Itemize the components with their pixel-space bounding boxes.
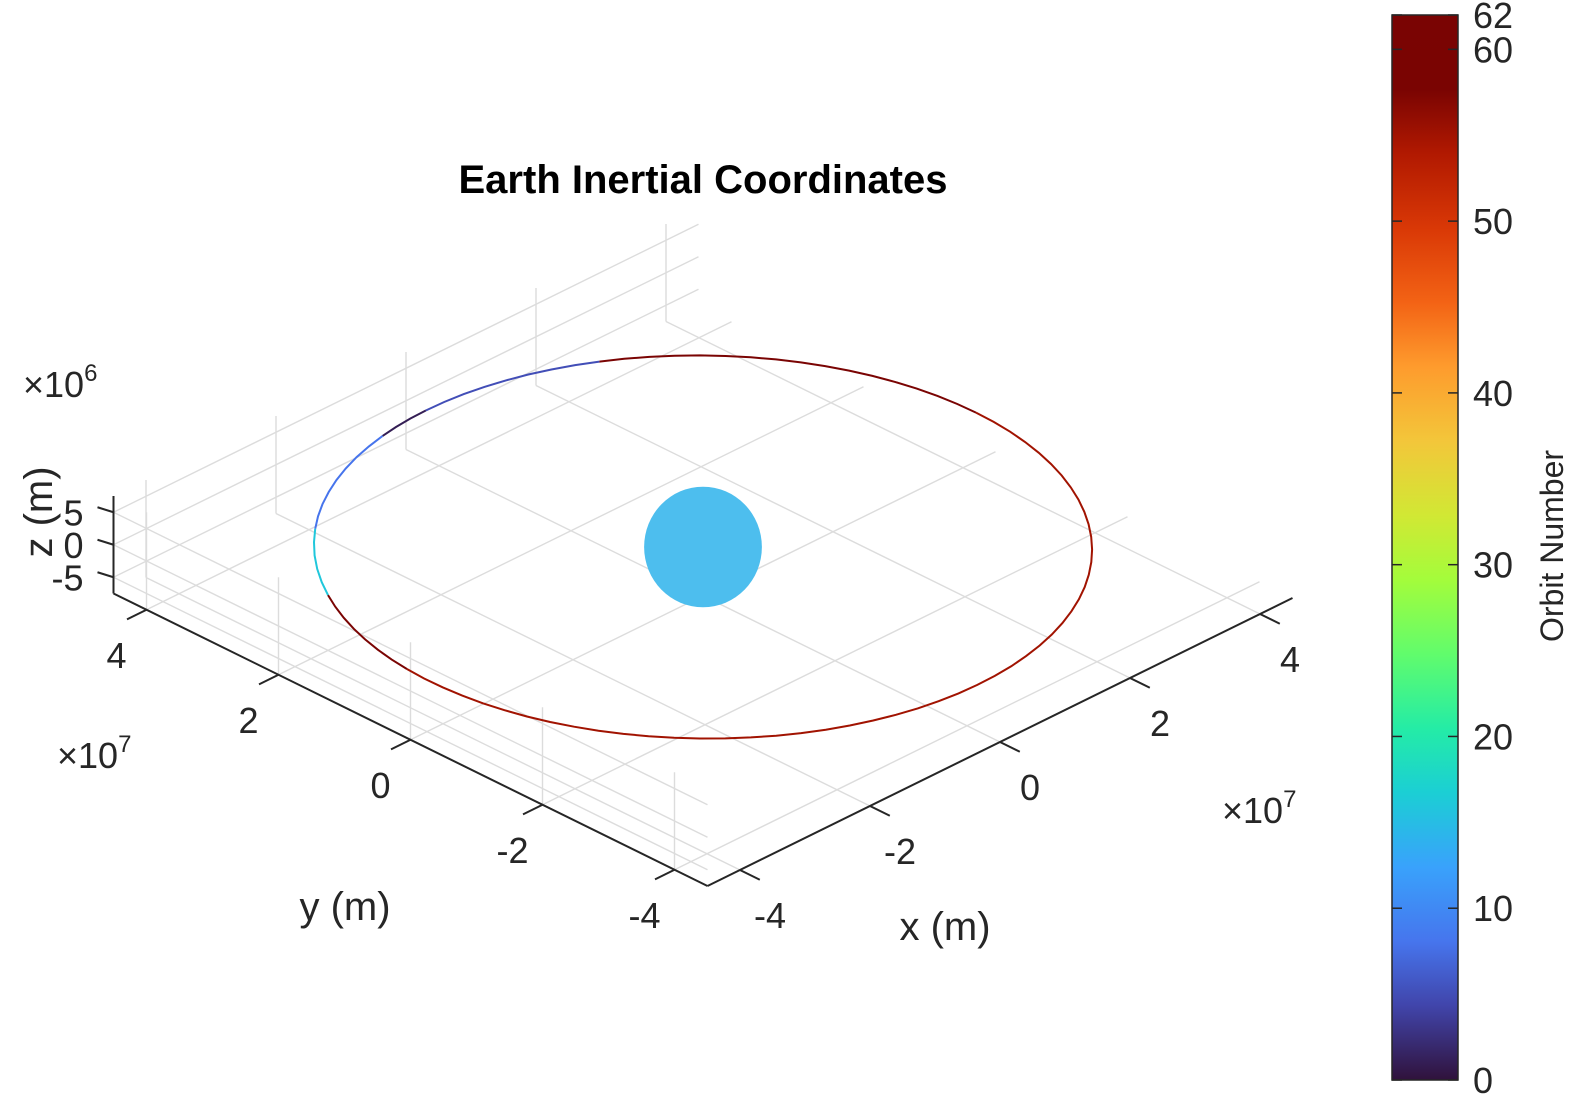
x-tick (1129, 677, 1151, 689)
x-tick-label: 0 (1020, 767, 1040, 808)
chart-title: Earth Inertial Coordinates (459, 158, 948, 202)
grid-line (113, 223, 699, 513)
x-axis-label: x (m) (899, 905, 990, 949)
z-tick (97, 571, 114, 579)
earth-disc (644, 486, 762, 608)
z-tick-label: -5 (51, 557, 83, 598)
z-tick (97, 538, 114, 546)
y-tick (390, 738, 411, 751)
earth-sphere (644, 486, 762, 608)
y-tick-label: 4 (106, 635, 126, 676)
y-axis-label: y (m) (299, 885, 390, 929)
y-tick (522, 803, 543, 816)
grid-line (113, 576, 708, 871)
svg-text:×107: ×107 (57, 731, 131, 776)
colorbar-label: Orbit Number (1534, 450, 1570, 642)
orbit-segment (599, 354, 977, 414)
z-tick-label: 0 (63, 525, 83, 566)
colorbar-tick-label: 30 (1473, 545, 1513, 586)
svg-text:×107: ×107 (1222, 786, 1296, 831)
orbit-segment (327, 594, 408, 670)
z-tick-label: 5 (63, 492, 83, 533)
orbit-segment (314, 435, 384, 530)
grid-line (146, 321, 732, 611)
x-tick-label: -4 (754, 895, 786, 936)
colorbar-tick-label: 20 (1473, 716, 1513, 757)
orbit-segment (425, 360, 600, 412)
y-tick-label: 0 (370, 765, 390, 806)
colorbar-tick-label: 62 (1473, 0, 1513, 36)
y-tick (126, 608, 147, 621)
z-axis-label: z (m) (17, 466, 61, 557)
orbit-segment (406, 411, 1094, 740)
orbit-segment (382, 409, 427, 437)
svg-text:×106: ×106 (23, 360, 97, 405)
x-tick (1259, 613, 1281, 625)
grid-line (113, 511, 708, 806)
axes-lines (97, 496, 1293, 887)
y-tick (654, 868, 675, 881)
grid-line (665, 320, 1261, 615)
y-tick-label: -2 (496, 830, 528, 871)
x-tick (739, 869, 761, 881)
x-tick (869, 805, 891, 817)
colorbar-tick-label: 60 (1473, 29, 1513, 70)
z-tick (97, 506, 114, 514)
colorbar-tick-label: 10 (1473, 888, 1513, 929)
grid-line (113, 256, 699, 546)
y-tick-label: 2 (238, 700, 258, 741)
grid-line (535, 384, 1131, 679)
colorbar-tick-label: 50 (1473, 201, 1513, 242)
y-tick (258, 673, 279, 686)
grid-line (113, 288, 699, 578)
x-tick-label: 4 (1280, 639, 1300, 680)
colorbar-gradient (1391, 14, 1459, 1081)
orbit-segment (312, 528, 329, 596)
grid-line (113, 544, 708, 838)
x-tick-label: -2 (884, 831, 916, 872)
x-tick (999, 741, 1021, 753)
x-tick-label: 2 (1150, 703, 1170, 744)
orbit-path (312, 354, 1094, 740)
grid-line (278, 386, 864, 676)
y-tick-label: -4 (628, 895, 660, 936)
colorbar-tick-label: 40 (1473, 373, 1513, 414)
z-multiplier: ×106 (23, 360, 97, 405)
y-multiplier: ×107 (57, 731, 131, 776)
colorbar-tick-label: 0 (1473, 1060, 1493, 1101)
x-multiplier: ×107 (1222, 786, 1296, 831)
